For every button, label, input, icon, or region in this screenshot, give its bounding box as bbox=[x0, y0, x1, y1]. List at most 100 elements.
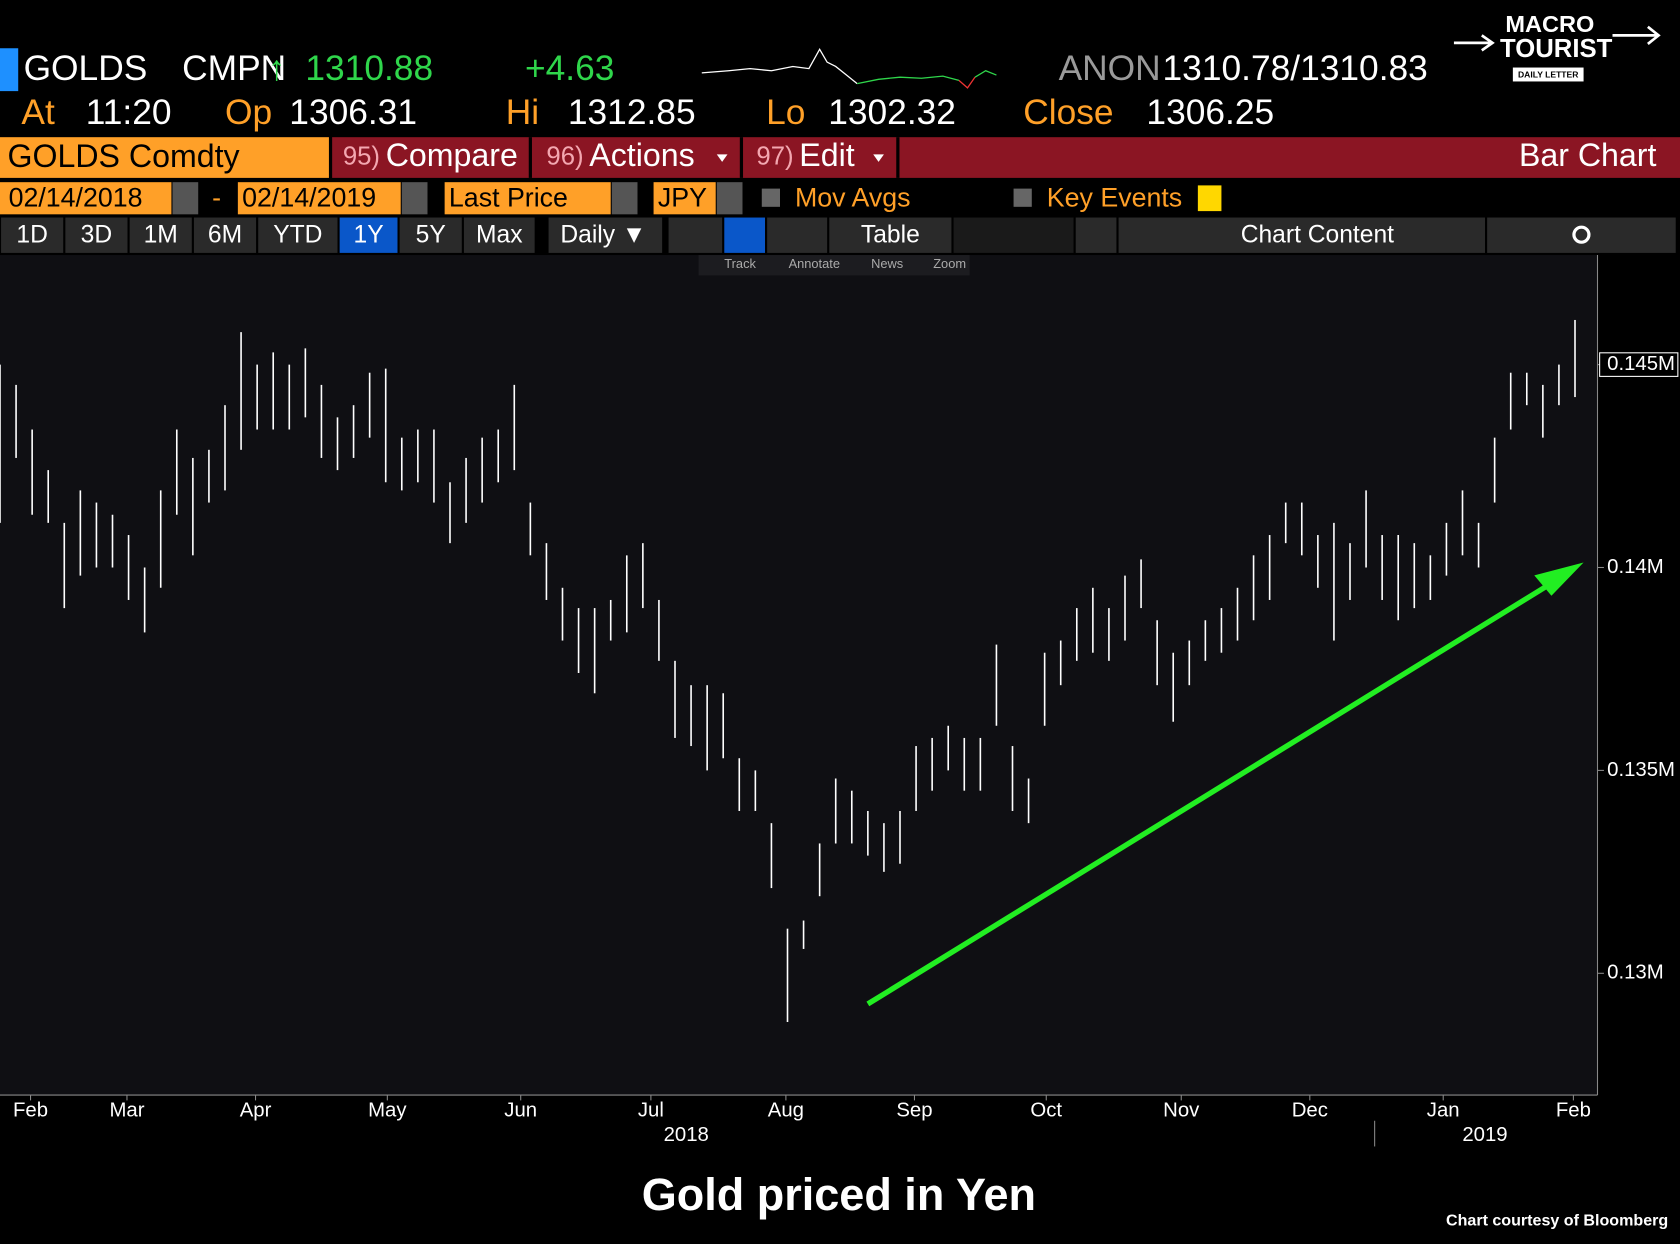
frequency[interactable]: Daily ▼ bbox=[560, 221, 646, 248]
checkbox[interactable] bbox=[761, 188, 780, 207]
label: Op bbox=[225, 93, 272, 132]
menu-number[interactable]: 96) bbox=[546, 142, 583, 170]
last-price-label: 0.145M bbox=[1607, 353, 1675, 375]
key-events[interactable]: Key Events bbox=[1047, 182, 1182, 212]
label: At bbox=[21, 93, 55, 132]
menu-number[interactable]: 95) bbox=[343, 142, 380, 170]
trend-arrow bbox=[866, 576, 1561, 1007]
range-button[interactable] bbox=[193, 217, 257, 253]
tool[interactable]: Zoom bbox=[933, 256, 966, 271]
range-label[interactable]: 5Y bbox=[416, 221, 446, 248]
net-change: +4.63 bbox=[525, 49, 614, 88]
logo-text: MACRO bbox=[1505, 11, 1594, 37]
range-label[interactable]: Max bbox=[476, 221, 523, 248]
menu-item[interactable]: Edit bbox=[799, 137, 854, 173]
range-label[interactable]: YTD bbox=[273, 221, 322, 248]
tool[interactable]: Annotate bbox=[789, 256, 840, 271]
range-label[interactable]: 1M bbox=[144, 221, 178, 248]
date-box[interactable] bbox=[0, 182, 172, 215]
sparkline bbox=[701, 48, 858, 85]
dropdown-button[interactable] bbox=[716, 182, 743, 215]
y-tick-label: 0.14M bbox=[1607, 556, 1664, 578]
ticker: GOLDS bbox=[24, 49, 148, 88]
source: CMPN bbox=[182, 49, 286, 88]
dropdown-caret bbox=[716, 154, 728, 162]
x-tick-label: May bbox=[368, 1099, 407, 1121]
dropdown-button[interactable] bbox=[611, 182, 638, 215]
chart-button[interactable] bbox=[724, 217, 765, 253]
value: 1312.85 bbox=[568, 93, 696, 132]
tool-strip bbox=[698, 255, 970, 276]
range-button[interactable] bbox=[1, 217, 64, 253]
menu-item[interactable]: Compare bbox=[386, 137, 518, 173]
range-button[interactable] bbox=[339, 217, 398, 253]
settings-button[interactable] bbox=[1487, 217, 1676, 253]
calendar-button[interactable] bbox=[172, 182, 199, 215]
y-tick-label: 0.135M bbox=[1607, 759, 1675, 781]
end-date[interactable]: 02/14/2019 bbox=[242, 182, 376, 212]
label: Hi bbox=[506, 93, 539, 132]
currency[interactable]: JPY bbox=[658, 182, 707, 212]
currency-box[interactable] bbox=[653, 182, 716, 215]
menu-number[interactable]: 97) bbox=[756, 142, 793, 170]
x-tick-label: Jul bbox=[638, 1099, 664, 1121]
x-tick-label: Sep bbox=[896, 1099, 932, 1121]
x-tick-label: Dec bbox=[1292, 1099, 1328, 1121]
value: 1306.31 bbox=[289, 93, 417, 132]
range-button[interactable] bbox=[65, 217, 128, 253]
frequency-button[interactable] bbox=[548, 217, 663, 253]
security-box[interactable] bbox=[0, 137, 329, 178]
checkbox[interactable] bbox=[1013, 188, 1032, 207]
logo-text: DAILY LETTER bbox=[1518, 69, 1579, 79]
range-label[interactable]: 3D bbox=[81, 221, 112, 248]
range-button[interactable] bbox=[399, 217, 462, 253]
year-label: 2019 bbox=[1462, 1124, 1507, 1146]
chart-kind[interactable]: Bar Chart bbox=[1519, 137, 1657, 173]
range-button[interactable] bbox=[463, 217, 535, 253]
bars: 0.13M 0.135M 0.14M 0.145M Feb Mar Apr May Jun Jul… bbox=[0, 319, 1679, 1146]
start-date[interactable]: 02/14/2018 bbox=[9, 182, 143, 212]
tool[interactable]: Track bbox=[724, 256, 756, 271]
security[interactable]: GOLDS Comdty bbox=[8, 138, 240, 174]
range-label[interactable]: 1D bbox=[16, 221, 47, 248]
info-icon[interactable] bbox=[1197, 185, 1222, 212]
x-tick-label: Mar bbox=[109, 1099, 144, 1121]
x-tick-label: Nov bbox=[1163, 1099, 1200, 1121]
menu-item[interactable]: Actions bbox=[589, 137, 694, 173]
field-box[interactable] bbox=[444, 182, 611, 215]
chart-button[interactable] bbox=[668, 217, 723, 253]
field[interactable]: Last Price bbox=[449, 182, 568, 212]
gear-icon bbox=[1572, 225, 1591, 244]
logo: MACRO TOURIST DAILY LETTER bbox=[1453, 11, 1661, 82]
menu-bar bbox=[332, 137, 1680, 178]
calendar-button[interactable] bbox=[401, 182, 428, 215]
logo-band bbox=[1512, 67, 1584, 82]
label: Lo bbox=[766, 93, 805, 132]
tool-strip-items: Track Annotate News Zoom bbox=[724, 256, 966, 271]
range-button[interactable] bbox=[258, 217, 338, 253]
last-price: 1310.88 bbox=[305, 49, 433, 88]
mov-avgs[interactable]: Mov Avgs bbox=[795, 182, 911, 212]
collapse-button[interactable] bbox=[1075, 217, 1117, 253]
up-arrow: ↑ bbox=[268, 49, 286, 88]
value: 1302.32 bbox=[828, 93, 956, 132]
logo-text: TOURIST bbox=[1500, 35, 1613, 63]
range-label[interactable]: 1Y bbox=[354, 221, 384, 248]
chart-button[interactable] bbox=[767, 217, 828, 253]
year-label: 2018 bbox=[664, 1124, 709, 1146]
toolbar: 1D 3D 1M 6M YTD 1Y 5Y Max bbox=[1, 217, 535, 253]
sparkline bbox=[857, 75, 960, 85]
x-tick-label: Feb bbox=[1556, 1099, 1591, 1121]
date-box[interactable] bbox=[237, 182, 401, 215]
chart-content-button[interactable] bbox=[1118, 217, 1485, 253]
table[interactable]: Table bbox=[861, 221, 920, 248]
tool[interactable]: News bbox=[871, 256, 903, 271]
chart-content[interactable]: Chart Content bbox=[1241, 221, 1394, 248]
table-button[interactable] bbox=[829, 217, 952, 253]
range-label[interactable]: 6M bbox=[208, 221, 242, 248]
x-tick-label: Oct bbox=[1030, 1099, 1062, 1121]
label: Close bbox=[1023, 93, 1113, 132]
range-button[interactable] bbox=[129, 217, 192, 253]
plot-area bbox=[0, 255, 1598, 1096]
